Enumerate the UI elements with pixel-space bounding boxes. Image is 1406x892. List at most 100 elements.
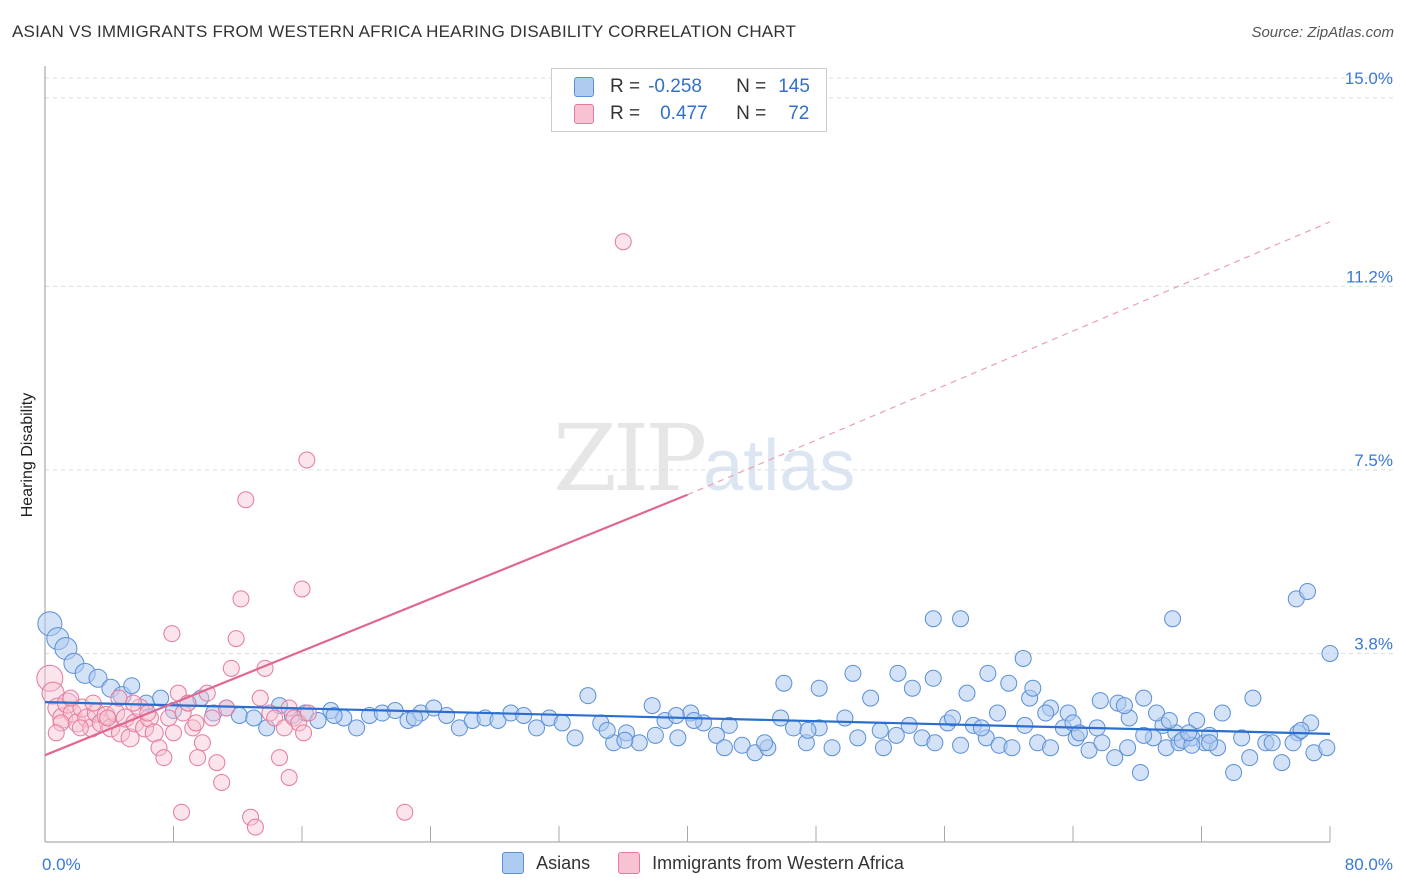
asian-point bbox=[720, 716, 738, 734]
wafrica-point bbox=[160, 709, 178, 727]
asian-point bbox=[685, 711, 703, 729]
asian-point bbox=[646, 726, 664, 744]
y-tick-label: 11.2% bbox=[1346, 267, 1393, 286]
wafrica-point bbox=[187, 714, 205, 732]
asian-point bbox=[1180, 724, 1198, 742]
legend-label-asians: Asians bbox=[536, 852, 591, 873]
y-tick-label: 7.5% bbox=[1354, 451, 1393, 470]
legend-item-asians[interactable]: Asians bbox=[502, 852, 590, 874]
trend-line-wafrica-extension bbox=[687, 221, 1331, 496]
wafrica-point bbox=[155, 749, 173, 767]
asian-point bbox=[785, 719, 803, 737]
wafrica-point bbox=[237, 491, 255, 509]
asian-point bbox=[958, 684, 976, 702]
wafrica-point bbox=[139, 708, 159, 728]
asian-point bbox=[823, 739, 841, 757]
asian-point bbox=[952, 610, 970, 628]
asian-point bbox=[924, 669, 942, 687]
wafrica-point bbox=[232, 590, 250, 608]
asian-point bbox=[1024, 679, 1042, 697]
wafrica-point bbox=[135, 718, 155, 738]
asian-point bbox=[566, 729, 584, 747]
asian-point bbox=[528, 719, 546, 737]
asian-point bbox=[1148, 704, 1166, 722]
asian-point bbox=[1318, 739, 1336, 757]
asian-point bbox=[810, 679, 828, 697]
asian-point bbox=[1201, 734, 1219, 752]
series-legend: Asians Immigrants from Western Africa bbox=[0, 852, 1406, 874]
wafrica-point bbox=[173, 803, 191, 821]
wafrica-point bbox=[298, 451, 316, 469]
asian-point bbox=[1188, 711, 1206, 729]
watermark-zip: ZIP bbox=[553, 405, 707, 512]
wafrica-point bbox=[293, 580, 311, 598]
wafrica-point bbox=[295, 724, 313, 742]
asian-point bbox=[900, 716, 918, 734]
asian-point bbox=[952, 736, 970, 754]
legend-n-value: 145 bbox=[778, 76, 810, 97]
asian-point bbox=[438, 706, 456, 724]
asian-point bbox=[844, 664, 862, 682]
watermark: ZIPatlas bbox=[553, 405, 855, 512]
wafrica-point bbox=[271, 749, 289, 767]
wafrica-point bbox=[52, 714, 70, 732]
asian-point bbox=[598, 721, 616, 739]
asian-point bbox=[1284, 734, 1302, 752]
asian-point bbox=[1106, 749, 1124, 767]
x-tick-label: 80.0% bbox=[1345, 855, 1393, 874]
asian-point bbox=[1135, 726, 1153, 744]
asian-point bbox=[836, 709, 854, 727]
wafrica-point bbox=[193, 734, 211, 752]
asian-point bbox=[245, 709, 263, 727]
asian-point bbox=[515, 706, 533, 724]
legend-swatch-asians bbox=[502, 852, 525, 874]
asian-point bbox=[772, 709, 790, 727]
legend-row-wafrica: R = 0.477 N = 72 bbox=[574, 103, 809, 125]
asian-point bbox=[1263, 734, 1281, 752]
legend-r-label: R = bbox=[610, 103, 641, 124]
asian-point bbox=[1292, 721, 1310, 739]
asian-point bbox=[874, 739, 892, 757]
legend-item-wafrica[interactable]: Immigrants from Western Africa bbox=[618, 852, 904, 874]
wafrica-point bbox=[165, 724, 182, 742]
asian-point bbox=[630, 734, 648, 752]
asian-point bbox=[348, 719, 366, 737]
asian-point bbox=[1003, 739, 1021, 757]
asian-point bbox=[1299, 582, 1317, 600]
legend-swatch-wafrica bbox=[574, 104, 594, 124]
legend-r-label: R = bbox=[610, 76, 641, 97]
wafrica-point bbox=[77, 708, 97, 728]
asian-point bbox=[1213, 704, 1231, 722]
asian-point bbox=[1244, 689, 1262, 707]
asian-point bbox=[733, 736, 751, 754]
asian-point bbox=[1321, 644, 1339, 662]
wafrica-point bbox=[36, 664, 64, 692]
asian-point bbox=[799, 721, 817, 739]
source-label: Source: ZipAtlas.com bbox=[1251, 24, 1394, 41]
asian-point bbox=[1093, 734, 1111, 752]
wafrica-point bbox=[163, 625, 181, 643]
asian-point bbox=[775, 674, 793, 692]
asian-point bbox=[989, 704, 1007, 722]
asian-point bbox=[1233, 729, 1251, 747]
wafrica-point bbox=[227, 630, 245, 648]
asian-point bbox=[1119, 739, 1137, 757]
asian-point bbox=[1160, 711, 1178, 729]
wafrica-point bbox=[189, 749, 207, 767]
y-tick-label: 15.0% bbox=[1345, 69, 1393, 88]
asian-point bbox=[1131, 764, 1149, 782]
wafrica-point bbox=[62, 703, 82, 723]
wafrica-point bbox=[150, 739, 168, 757]
asian-point bbox=[1042, 739, 1060, 757]
asian-point bbox=[1273, 754, 1291, 772]
trend-line-wafrica bbox=[44, 493, 688, 757]
legend-n-value: 72 bbox=[788, 103, 810, 124]
asian-point bbox=[1115, 697, 1133, 715]
wafrica-point bbox=[213, 773, 231, 791]
asian-point bbox=[88, 668, 108, 688]
asian-point bbox=[579, 687, 597, 705]
watermark-atlas: atlas bbox=[703, 426, 856, 506]
asian-point bbox=[707, 726, 725, 744]
asian-point bbox=[1091, 692, 1109, 710]
wafrica-point bbox=[71, 719, 89, 737]
